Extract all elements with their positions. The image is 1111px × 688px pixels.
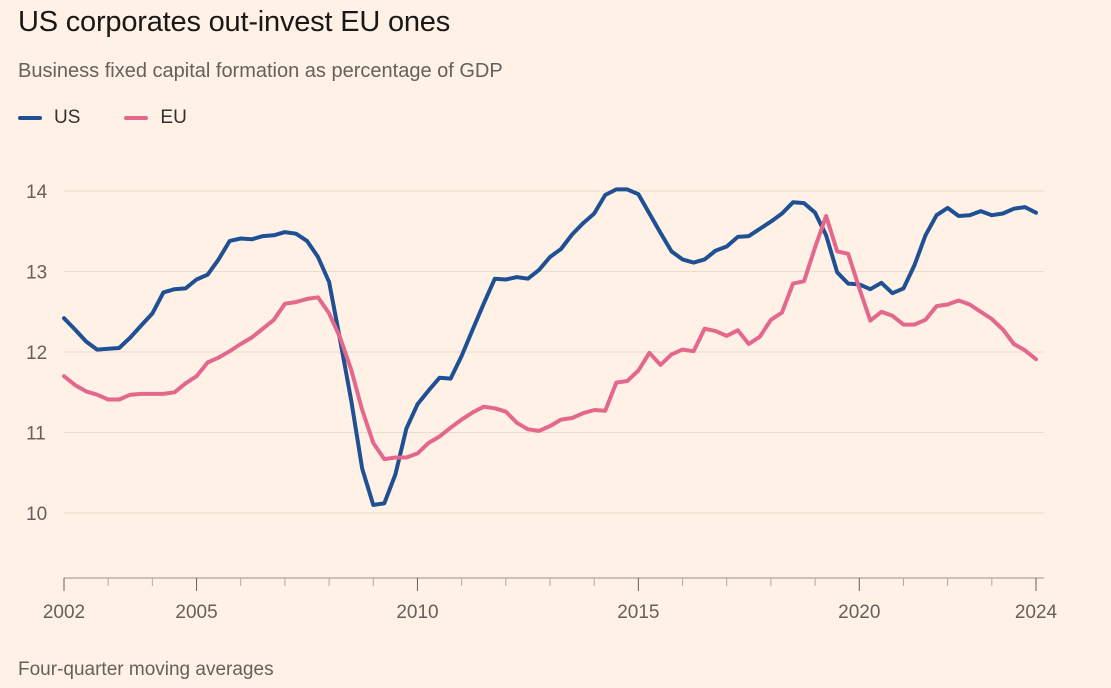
gridlines: [64, 190, 1044, 514]
y-tick-label-11: 11: [26, 424, 46, 445]
x-tick-label-2015: 2015: [617, 602, 659, 623]
series-line-us: [62, 187, 1038, 507]
legend-item-us: US: [18, 107, 80, 129]
x-axis: 2002 2005 2010 2015 2020 2024: [43, 577, 1058, 623]
chart-subtitle: Business fixed capital formation as perc…: [18, 60, 503, 82]
series-line-eu: [62, 214, 1038, 462]
x-tick-label-2024: 2024: [1015, 602, 1058, 623]
x-tick-label-2002: 2002: [43, 602, 85, 623]
legend-swatch-us: [18, 116, 42, 120]
footnote: Four-quarter moving averages: [18, 659, 274, 680]
legend-label-us: US: [54, 107, 81, 128]
legend-label-eu: EU: [160, 107, 187, 128]
y-tick-label-13: 13: [26, 263, 47, 284]
x-tick-label-2005: 2005: [175, 602, 217, 623]
y-axis-ticks: 10 11 12 13 14: [26, 182, 48, 525]
y-tick-label-14: 14: [26, 182, 48, 203]
x-tick-label-2020: 2020: [838, 602, 880, 623]
legend-item-eu: EU: [124, 107, 187, 129]
chart-title: US corporates out-invest EU ones: [18, 6, 451, 38]
legend: US EU: [18, 107, 231, 129]
series-lines: [62, 187, 1038, 507]
y-tick-label-10: 10: [26, 504, 47, 525]
x-tick-label-2010: 2010: [396, 602, 438, 623]
y-tick-label-12: 12: [26, 343, 47, 364]
legend-swatch-eu: [124, 116, 149, 120]
